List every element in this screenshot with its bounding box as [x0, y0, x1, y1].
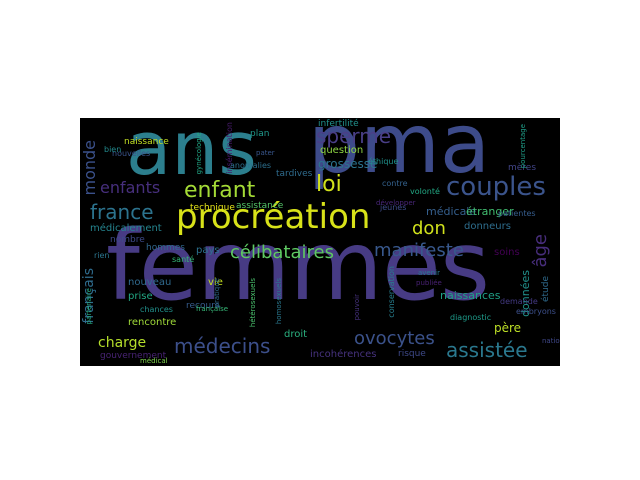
cloud-word: assistée — [446, 338, 528, 362]
cloud-word: âge — [530, 234, 551, 268]
cloud-word: médicale — [426, 205, 477, 218]
cloud-word: publiée — [416, 279, 442, 287]
cloud-word: recours — [186, 301, 220, 311]
cloud-word: mères — [508, 163, 537, 173]
cloud-word: demande — [500, 297, 538, 306]
cloud-word: partenaire — [85, 288, 93, 325]
cloud-word: naissance — [124, 137, 169, 147]
cloud-word: patientes — [498, 209, 536, 218]
cloud-word: étude — [541, 276, 551, 303]
cloud-word: question — [320, 145, 364, 156]
cloud-word: santé — [172, 255, 195, 264]
cloud-word: infertilité — [318, 119, 359, 129]
cloud-word: française — [196, 305, 229, 313]
cloud-word: jeunes — [380, 203, 407, 212]
cloud-word: nouveau — [128, 277, 172, 288]
cloud-word: vie — [208, 277, 223, 288]
cloud-word: loi — [316, 172, 342, 197]
cloud-word: ovocytes — [354, 328, 435, 349]
cloud-word: rien — [94, 251, 110, 260]
cloud-word: sperme — [316, 124, 392, 148]
cloud-word: national — [542, 337, 560, 345]
cloud-word: procréation — [176, 197, 371, 237]
cloud-word: développer — [376, 199, 416, 207]
cloud-word: nouvelles — [112, 149, 151, 158]
cloud-word: chances — [140, 305, 173, 314]
cloud-word: médicalement — [90, 223, 162, 234]
cloud-word: assistance — [236, 201, 284, 211]
cloud-word: incohérences — [310, 349, 377, 360]
cloud-word: hommes — [146, 243, 185, 253]
cloud-word: couples — [446, 172, 546, 202]
cloud-word: soins — [494, 247, 520, 258]
cloud-word: contre — [382, 179, 408, 188]
cloud-word: anomalies — [230, 161, 272, 170]
cloud-word: rencontre — [128, 317, 177, 328]
cloud-word: tardives — [276, 169, 313, 179]
cloud-word: femmes — [106, 210, 490, 322]
cloud-word: diagnostic — [450, 313, 492, 322]
cloud-word: pourcentage — [519, 124, 527, 169]
cloud-word: manifeste — [374, 240, 464, 261]
cloud-word: volonté — [410, 187, 440, 196]
cloud-word: nombre — [110, 235, 145, 245]
word-cloud-image: ans pma femmes procréation couples enfan… — [80, 118, 560, 366]
cloud-word: embryons — [516, 307, 556, 316]
cloud-word: donneurs — [464, 221, 511, 232]
cloud-word: bien — [104, 145, 122, 154]
cloud-word: droit — [284, 329, 308, 340]
cloud-word: pater — [256, 149, 275, 157]
cloud-word: enfants — [100, 178, 161, 197]
cloud-word: pma — [308, 118, 491, 192]
cloud-word: étranger — [466, 205, 514, 218]
cloud-word: éthique — [368, 157, 399, 166]
cloud-word: médecins — [174, 334, 271, 358]
cloud-word: avenir — [418, 269, 440, 277]
cloud-word: don — [412, 218, 446, 239]
cloud-word: grossesse — [318, 157, 378, 171]
cloud-word: france — [90, 200, 154, 224]
cloud-word: médical — [140, 357, 168, 365]
cloud-word: gynécologie — [195, 132, 203, 175]
cloud-word: pays — [196, 245, 220, 256]
cloud-word: père — [494, 321, 522, 335]
cloud-word: risque — [398, 349, 426, 359]
cloud-word: conservation — [387, 266, 396, 318]
cloud-word: pouvoir — [353, 294, 361, 321]
cloud-word: gouvernement — [100, 351, 167, 361]
cloud-word: enfant — [184, 178, 256, 203]
cloud-word: célibataires — [230, 242, 334, 263]
cloud-word: charge — [98, 335, 147, 351]
cloud-word: pratique — [213, 278, 221, 308]
cloud-word: homosexuels — [275, 278, 283, 325]
cloud-word: prise — [128, 291, 153, 302]
cloud-word: plan — [250, 129, 270, 139]
cloud-word: technique — [190, 203, 235, 213]
cloud-word: naissances — [440, 289, 501, 302]
cloud-word: monde — [80, 140, 99, 196]
cloud-word: hétérosexuels — [249, 278, 257, 328]
cloud-word: ans — [126, 118, 257, 192]
